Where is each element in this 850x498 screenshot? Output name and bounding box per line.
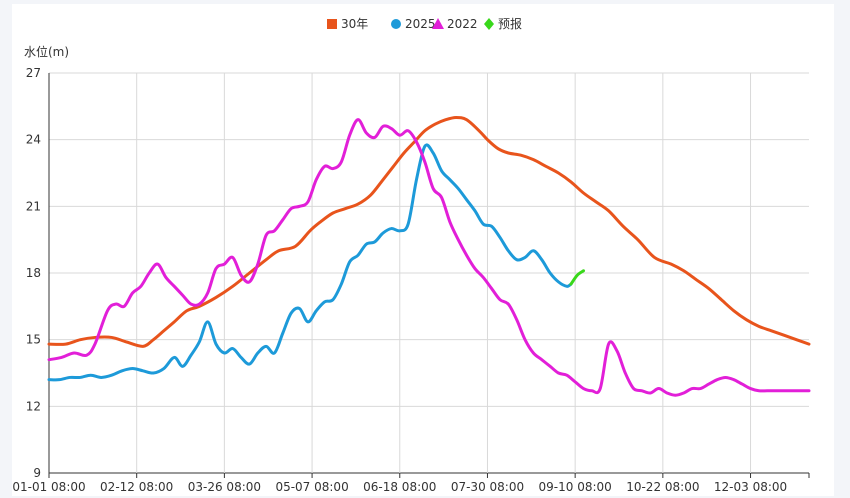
x-tick-label: 01-01 08:00 — [12, 480, 85, 494]
legend-circle-icon — [391, 19, 401, 29]
series-line-2 — [47, 118, 811, 397]
x-tick-label: 06-18 08:00 — [363, 480, 436, 494]
y-axis-title: 水位(m) — [24, 44, 69, 59]
x-tick-label: 09-10 08:00 — [539, 480, 612, 494]
chart-svg: 9 12 15 18 21 24 27 01-01 08:00 02-12 08:00 03-26… — [12, 16, 811, 494]
y-tick-label: 24 — [26, 133, 41, 147]
y-tick-label: 12 — [26, 399, 41, 413]
x-tick-label: 12-03 08:00 — [714, 480, 787, 494]
legend-label: 2022 — [447, 17, 478, 31]
x-tick-label: 07-30 08:00 — [451, 480, 524, 494]
legend-diamond-icon — [484, 18, 494, 30]
legend-label: 预报 — [498, 16, 522, 31]
series-line-3 — [569, 269, 586, 286]
series-line-0 — [47, 115, 811, 348]
y-tick-label: 21 — [26, 199, 41, 213]
legend-label: 30年 — [341, 17, 368, 31]
x-tick-label: 03-26 08:00 — [188, 480, 261, 494]
y-tick-label: 9 — [33, 466, 41, 480]
chart-card: 9 12 15 18 21 24 27 01-01 08:00 02-12 08:00 03-26… — [12, 4, 834, 496]
legend-square-icon — [327, 19, 337, 29]
x-tick-label: 10-22 08:00 — [626, 480, 699, 494]
legend-label: 2025 — [405, 17, 436, 31]
y-tick-label: 27 — [26, 66, 41, 80]
x-tick-label: 02-12 08:00 — [100, 480, 173, 494]
series-line-1 — [47, 143, 573, 382]
x-tick-label: 05-07 08:00 — [275, 480, 348, 494]
y-tick-label: 15 — [26, 333, 41, 347]
legend-triangle-icon — [432, 18, 444, 29]
y-tick-label: 18 — [26, 266, 41, 280]
